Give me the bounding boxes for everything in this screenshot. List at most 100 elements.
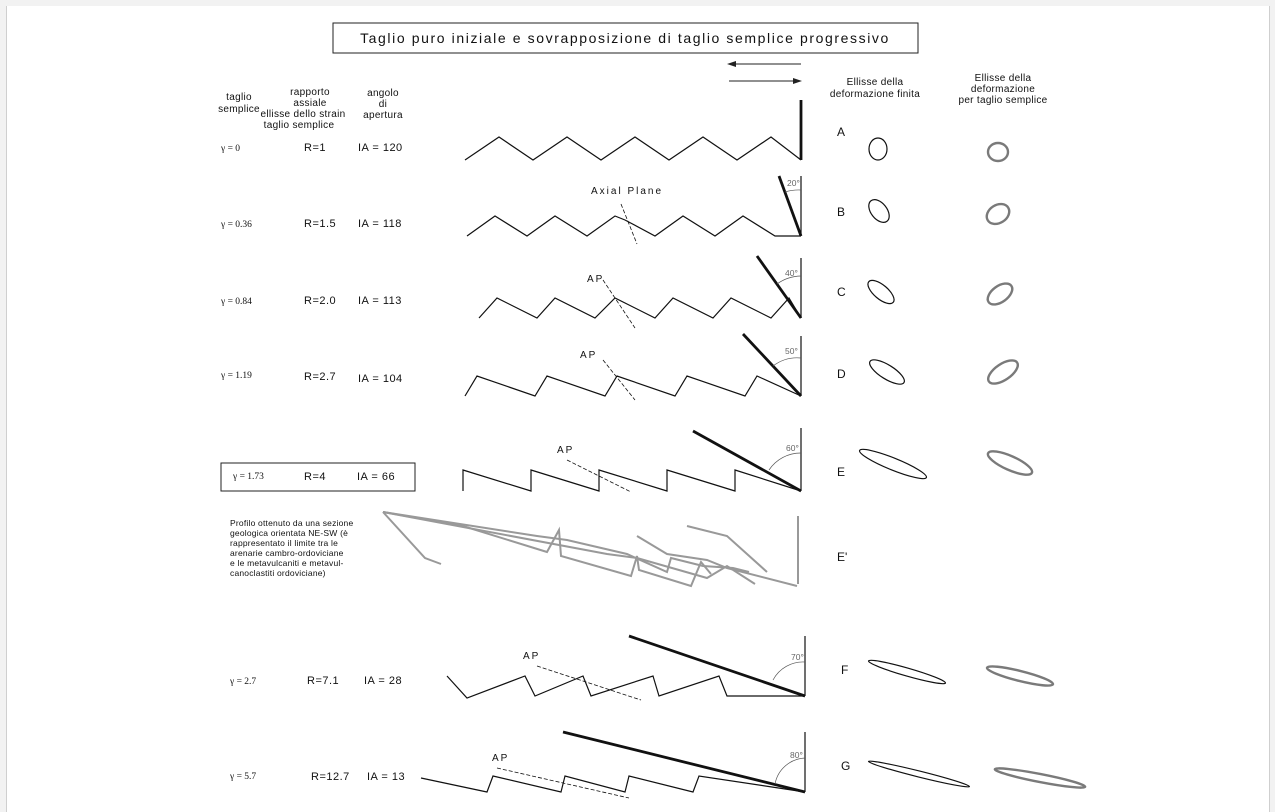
stage-label: G	[841, 759, 850, 773]
ia-value: IA = 28	[364, 675, 402, 687]
ia-value: IA = 66	[357, 471, 395, 483]
header-ratio-1: rapporto	[290, 87, 330, 98]
angle-label: 60°	[786, 443, 799, 453]
arrow-left-icon	[727, 61, 801, 67]
fold-profile	[478, 296, 802, 319]
fold-profile	[464, 136, 802, 161]
arrow-right-icon	[729, 78, 802, 84]
angle-arc	[784, 189, 802, 193]
gamma-value: γ = 0.36	[220, 220, 252, 230]
axial-plane-line	[602, 359, 636, 401]
ia-value: IA = 113	[358, 295, 402, 307]
ratio-value: R=1	[304, 142, 326, 154]
geological-profile	[382, 511, 798, 588]
fold-profile	[464, 375, 802, 397]
finite-strain-ellipse	[867, 760, 971, 788]
header-simple-3: per taglio semplice	[958, 95, 1047, 106]
axial-plane-line	[620, 203, 638, 245]
fold-diagram: Taglio puro iniziale e sovrapposizione d…	[218, 22, 1087, 799]
ratio-value: R=2.0	[304, 295, 336, 307]
axial-plane-label: AP	[492, 753, 509, 764]
simple-shear-ellipse	[985, 202, 1011, 226]
header-ratio-2: assiale	[293, 98, 326, 109]
stage-label: A	[837, 125, 845, 139]
row-c: γ = 0.84 R=2.0 IA = 113 40° AP C	[220, 255, 1014, 329]
angle-label: 40°	[785, 268, 798, 278]
angle-label: 50°	[785, 346, 798, 356]
finite-strain-ellipse	[868, 137, 888, 161]
figure-panel: Taglio puro iniziale e sovrapposizione d…	[6, 6, 1270, 812]
shear-line	[562, 730, 806, 794]
shear-line	[628, 634, 806, 698]
axial-plane-label: Axial Plane	[591, 186, 663, 197]
axial-plane-line	[602, 279, 636, 329]
gamma-value: γ = 0	[220, 144, 240, 154]
ratio-value: R=2.7	[304, 371, 336, 383]
angle-label: 80°	[790, 750, 803, 760]
finite-strain-ellipse	[868, 199, 890, 223]
stage-label: E'	[837, 550, 847, 564]
header-simple-1: Ellisse della	[975, 73, 1032, 84]
header-angle-1: angolo	[367, 88, 399, 99]
stage-label: C	[837, 285, 846, 299]
gamma-value: γ = 2.7	[229, 677, 256, 687]
finite-strain-ellipse	[858, 448, 928, 480]
simple-shear-ellipse	[986, 282, 1014, 306]
simple-shear-ellipse	[986, 450, 1034, 476]
gamma-value: γ = 5.7	[229, 772, 256, 782]
row-a: γ = 0 R=1 IA = 120 A	[220, 100, 1010, 163]
axial-plane-label: AP	[587, 274, 604, 285]
profile-note-2: geologica orientata NE-SW (è	[230, 528, 348, 538]
ia-value: IA = 13	[367, 771, 405, 783]
angle-arc	[768, 452, 802, 471]
fold-profile	[420, 775, 806, 793]
header-finite-2: deformazione finita	[830, 89, 920, 100]
angle-arc	[772, 661, 806, 681]
axial-plane-label: AP	[523, 651, 540, 662]
row-g: γ = 5.7 R=12.7 IA = 13 80° AP G	[229, 730, 1087, 799]
axial-plane-line	[496, 767, 630, 799]
gamma-value: γ = 1.19	[220, 371, 252, 381]
ia-value: IA = 118	[358, 218, 402, 230]
axial-plane-line	[536, 665, 642, 701]
angle-arc	[772, 357, 802, 367]
gamma-value: γ = 0.84	[220, 297, 252, 307]
header-finite-1: Ellisse della	[847, 77, 904, 88]
row-f: γ = 2.7 R=7.1 IA = 28 70° AP F	[229, 634, 1055, 701]
highlight-box	[220, 462, 416, 492]
row-e: γ = 1.73 R=4 IA = 66 60° AP E	[220, 428, 1034, 493]
axial-plane-label: AP	[557, 445, 574, 456]
finite-strain-ellipse	[867, 659, 947, 685]
ratio-value: R=7.1	[307, 675, 339, 687]
fold-profile	[466, 215, 801, 237]
fold-profile	[446, 675, 805, 699]
header-simple-2: deformazione	[971, 84, 1035, 95]
header-ratio-4: taglio semplice	[264, 120, 335, 131]
row-b: γ = 0.36 R=1.5 IA = 118 20° Axial Plane …	[220, 175, 1011, 245]
header-gamma-1: taglio	[226, 92, 252, 103]
profile-note-6: canoclastiti ordoviciane)	[230, 568, 326, 578]
stage-label: D	[837, 367, 846, 381]
gamma-value: γ = 1.73	[232, 472, 264, 482]
simple-shear-ellipse	[986, 141, 1010, 163]
ratio-value: R=12.7	[311, 771, 350, 783]
ratio-value: R=1.5	[304, 218, 336, 230]
profile-note-3: rappresentato il limite tra le	[230, 538, 338, 548]
finite-strain-ellipse	[867, 279, 895, 305]
angle-arc	[774, 757, 806, 785]
header-angle-3: apertura	[363, 110, 403, 121]
simple-shear-ellipse	[985, 665, 1055, 687]
header-angle-2: di	[379, 99, 387, 110]
fold-profile	[462, 469, 802, 492]
shear-line	[741, 333, 803, 397]
angle-arc	[776, 275, 802, 285]
title-box	[332, 22, 919, 54]
diagram-title: Taglio puro iniziale e sovrapposizione d…	[360, 30, 890, 46]
row-e-prime: Profilo ottenuto da una sezione geologic…	[230, 511, 847, 588]
stage-label: B	[837, 205, 845, 219]
stage-label: F	[841, 663, 848, 677]
row-d: γ = 1.19 R=2.7 IA = 104 50° AP D	[220, 333, 1019, 401]
profile-note-5: e le metavulcaniti e metavul-	[230, 558, 344, 568]
finite-strain-ellipse	[869, 359, 905, 385]
header-ratio-3: ellisse dello strain	[261, 109, 346, 120]
